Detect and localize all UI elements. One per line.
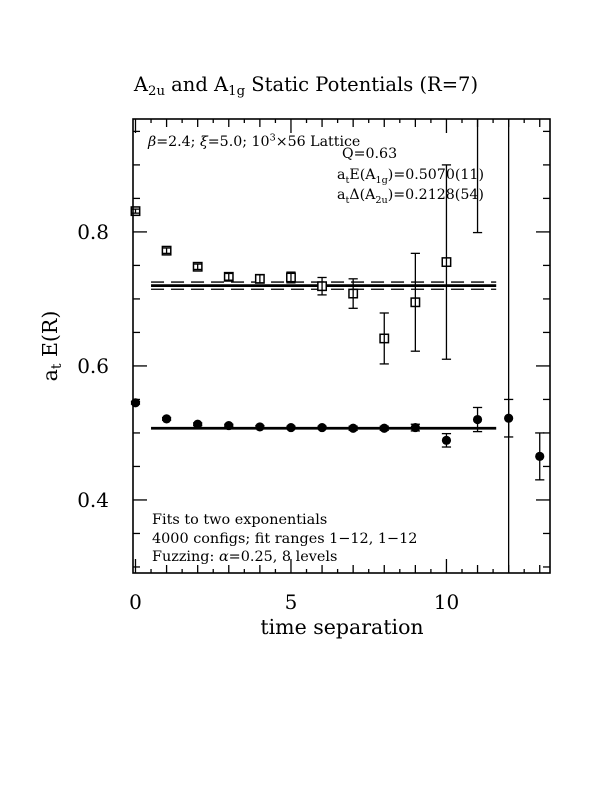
data-point-circle xyxy=(224,420,234,431)
data-point-circle xyxy=(379,423,389,433)
annotation-fit-q: Q=0.63 xyxy=(342,146,397,162)
axis-tick-labels: 0 5 10 0.4 0.6 0.8 xyxy=(77,220,459,614)
data-point-circle xyxy=(286,422,296,433)
annotation-lattice: β=2.4; ξ=5.0; 103×56 Lattice xyxy=(147,133,360,151)
fit-lines xyxy=(151,281,497,430)
series-a1g-markers xyxy=(130,398,545,462)
footnote-fuzzing: Fuzzing: α=0.25, 8 levels xyxy=(152,549,337,565)
data-point-circle xyxy=(410,422,420,433)
series-a2u-error-bars xyxy=(130,119,510,573)
x-tick-label: 0 xyxy=(129,590,142,614)
frame-border xyxy=(132,118,551,574)
data-point-circle xyxy=(255,422,265,432)
footnote-fit-type: Fits to two exponentials xyxy=(152,512,327,528)
page-title: A2u and A1g Static Potentials (R=7) xyxy=(133,73,478,99)
x-tick-label: 5 xyxy=(285,590,298,614)
x-axis-label: time separation xyxy=(260,615,423,639)
data-point-circle xyxy=(193,419,203,429)
y-tick-label: 0.8 xyxy=(77,220,109,244)
y-axis-label: at E(R) xyxy=(38,311,65,382)
x-tick-label: 10 xyxy=(434,590,459,614)
y-tick-label: 0.4 xyxy=(77,488,109,512)
annotation-fit-energy: atE(A1g)=0.5070(11) xyxy=(337,167,484,186)
data-point-circle xyxy=(535,451,545,462)
data-point-circle xyxy=(348,423,358,433)
data-point-circle xyxy=(441,435,452,445)
axis-ticks xyxy=(133,119,550,573)
y-tick-label: 0.6 xyxy=(77,354,109,378)
annotation-fit-gap: atΔ(A2u)=0.2128(54) xyxy=(337,187,484,206)
series-a1g-error-bars xyxy=(130,398,545,481)
footnote-configs: 4000 configs; fit ranges 1−12, 1−12 xyxy=(152,531,417,547)
data-point-circle xyxy=(472,414,483,425)
data-point-circle xyxy=(317,422,327,433)
data-point-circle xyxy=(161,414,172,424)
plot-frame xyxy=(132,118,551,574)
